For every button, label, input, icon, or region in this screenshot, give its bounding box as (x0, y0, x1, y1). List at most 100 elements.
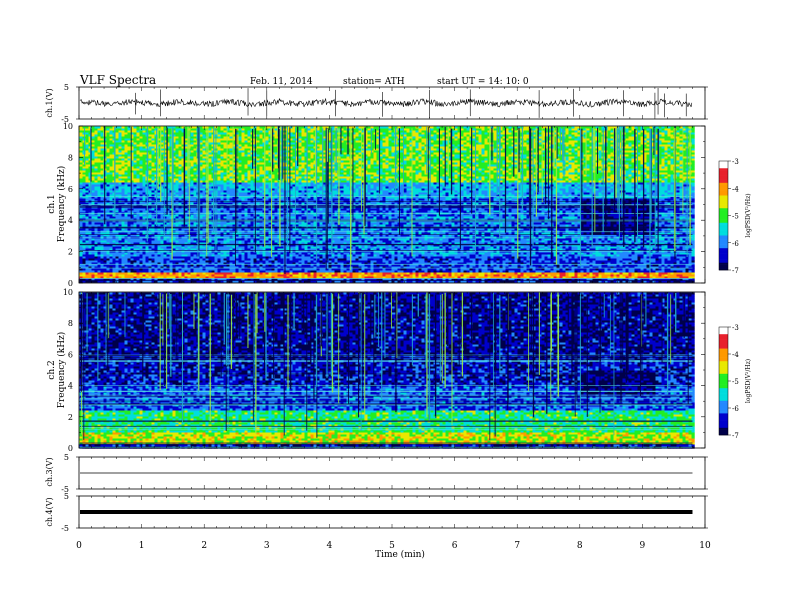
spectrogram-cell (220, 264, 224, 267)
spectrogram-cell (136, 272, 140, 275)
spectrogram-cell (214, 268, 218, 271)
spectrogram-cell (103, 252, 107, 255)
spectrogram-cell (79, 144, 83, 147)
spectrogram-cell (157, 214, 161, 217)
spectrogram-cell (211, 252, 215, 255)
spectrogram-cell (130, 134, 134, 137)
spectrogram-cell (91, 136, 95, 139)
spectrogram-cell (235, 234, 239, 237)
spectrogram-cell (136, 280, 140, 283)
spectrogram-cell (166, 210, 170, 213)
spectrogram-cell (142, 186, 146, 189)
spectrogram-cell (157, 170, 161, 173)
spectrogram-cell (145, 252, 149, 255)
spectrogram-cell (250, 234, 254, 237)
spectrogram-cell (136, 194, 140, 197)
spectrogram-cell (202, 150, 206, 153)
spectrogram-cell (175, 150, 179, 153)
spectrogram-cell (235, 266, 239, 269)
spectrogram-cell (127, 240, 131, 243)
spectrogram-cell (142, 208, 146, 211)
spectrogram-cell (88, 264, 92, 267)
spectrogram-cell (226, 186, 230, 189)
spectrogram-cell (94, 190, 98, 193)
spectrogram-cell (193, 254, 197, 257)
spectrogram-cell (217, 184, 221, 187)
spectrogram-cell (109, 176, 113, 179)
spectrogram-cell (157, 276, 161, 279)
spectrogram-cell (142, 214, 146, 217)
spectrogram-cell (208, 244, 212, 247)
spectrogram-cell (220, 210, 224, 213)
spectrogram-cell (244, 220, 248, 223)
spectrogram-cell (145, 276, 149, 279)
spectrogram-cell (88, 214, 92, 217)
spectrogram-cell (163, 242, 167, 245)
spectrogram-cell (259, 260, 263, 263)
spectrogram-cell (208, 194, 212, 197)
spectrogram-cell (100, 142, 104, 145)
spectrogram-cell (178, 260, 182, 263)
spectrogram-cell (79, 194, 83, 197)
spectrogram-cell (115, 154, 119, 157)
spectrogram-cell (265, 184, 269, 187)
spectrogram-cell (166, 278, 170, 281)
spectrogram-cell (163, 238, 167, 241)
spectrogram-cell (136, 260, 140, 263)
spectrogram-cell (115, 228, 119, 231)
spectrogram-cell (130, 130, 134, 133)
spectrogram-cell (97, 184, 101, 187)
spectrogram-cell (175, 252, 179, 255)
spectrogram-cell (151, 258, 155, 261)
spectrogram-cell (163, 166, 167, 169)
spectrogram-cell (142, 222, 146, 225)
spectrogram-cell (238, 164, 242, 167)
spectrogram-cell (124, 164, 128, 167)
spectrogram-cell (172, 242, 176, 245)
spectrogram-cell (82, 258, 86, 261)
spectrogram-cell (262, 180, 266, 183)
spectrogram-cell (136, 130, 140, 133)
spectrogram-cell (169, 168, 173, 171)
spectrogram-cell (247, 166, 251, 169)
spectrogram-cell (238, 168, 242, 171)
spectrogram-cell (199, 174, 203, 177)
spectrogram-cell (142, 126, 146, 129)
spectrogram-cell (106, 266, 110, 269)
spectrogram-cell (259, 140, 263, 143)
spectrogram-cell (85, 220, 89, 223)
spectrogram-cell (193, 224, 197, 227)
spectrogram-cell (211, 260, 215, 263)
spectrogram-cell (232, 148, 236, 151)
spectrogram-cell (79, 186, 83, 189)
spectrogram-cell (112, 190, 116, 193)
spectrogram-cell (250, 172, 254, 175)
spectrogram-cell (142, 152, 146, 155)
spectrogram-cell (217, 174, 221, 177)
spectrogram-cell (109, 164, 113, 167)
spectrogram-cell (133, 180, 137, 183)
spectrogram-cell (208, 166, 212, 169)
spectrogram-cell (247, 232, 251, 235)
spectrogram-cell (157, 150, 161, 153)
spectrogram-cell (238, 280, 242, 283)
spectrogram-cell (142, 262, 146, 265)
spectrogram-cell (220, 180, 224, 183)
spectrogram-cell (124, 196, 128, 199)
spectrogram-cell (94, 204, 98, 207)
spectrogram-cell (169, 184, 173, 187)
spectrogram-cell (91, 154, 95, 157)
spectrogram-cell (172, 194, 176, 197)
spectrogram-cell (217, 270, 221, 273)
spectrogram-cell (133, 256, 137, 259)
spectrogram-cell (193, 234, 197, 237)
spectrogram-cell (181, 240, 185, 243)
spectrogram-cell (97, 278, 101, 281)
spectrogram-cell (172, 146, 176, 149)
spectrogram-cell (106, 180, 110, 183)
spectrogram-cell (208, 228, 212, 231)
spectrogram-cell (118, 178, 122, 181)
spectrogram-cell (106, 260, 110, 263)
spectrogram-cell (79, 166, 83, 169)
spectrogram-cell (223, 172, 227, 175)
